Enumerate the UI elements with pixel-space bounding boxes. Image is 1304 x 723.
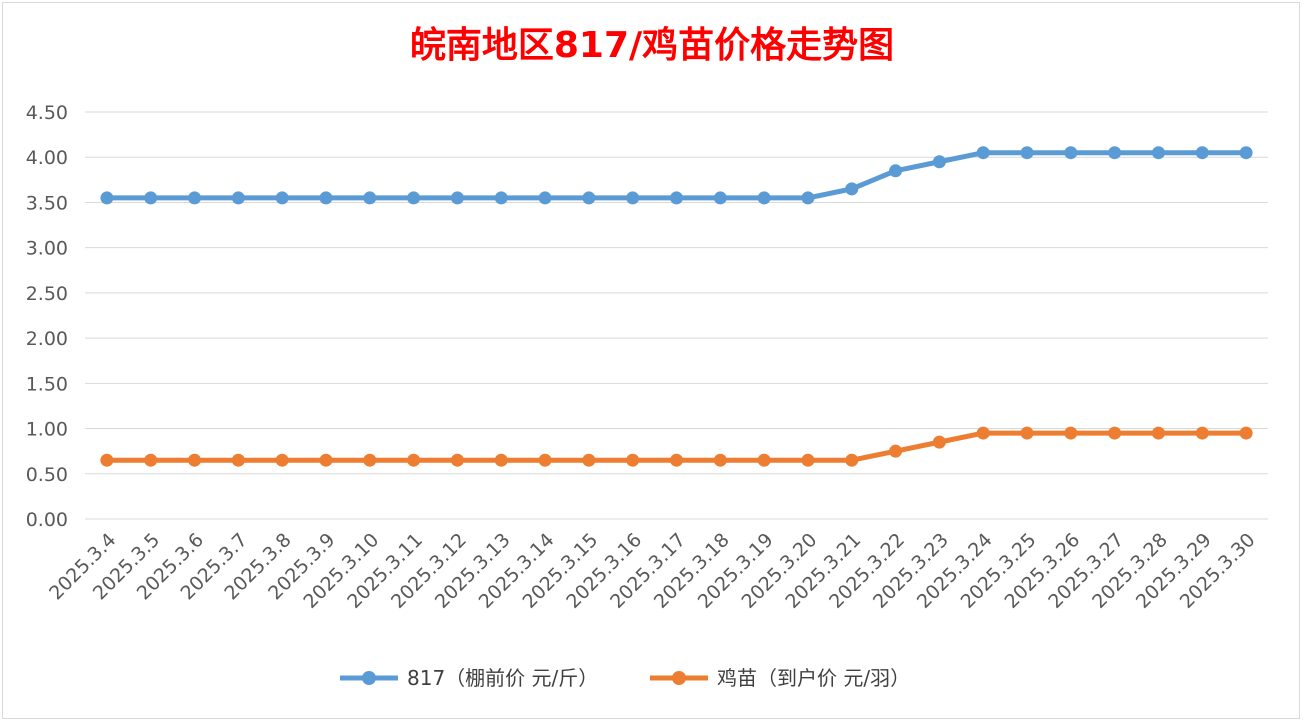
data-point (932, 435, 946, 449)
data-point (538, 191, 552, 205)
data-point (188, 453, 202, 467)
data-point (100, 191, 114, 205)
data-point (1064, 426, 1078, 440)
data-point (757, 453, 771, 467)
data-point (363, 191, 377, 205)
y-tick-label: 1.50 (26, 373, 68, 395)
data-point (1064, 146, 1078, 160)
legend-item-2: 鸡苗（到户价 元/羽） (650, 666, 910, 690)
data-point (670, 191, 683, 205)
data-point (1020, 146, 1034, 160)
data-point (1108, 426, 1122, 440)
y-tick-label: 2.00 (26, 328, 68, 350)
data-point (538, 453, 552, 467)
data-point (1151, 426, 1165, 440)
data-point (1239, 146, 1253, 160)
data-point (450, 453, 464, 467)
x-axis-ticks: 2025.3.42025.3.52025.3.62025.3.72025.3.8… (45, 529, 1260, 613)
data-point (582, 453, 596, 467)
series-1 (100, 146, 1253, 205)
data-point (1151, 146, 1165, 160)
legend-swatch-marker (672, 671, 686, 685)
data-point (319, 191, 333, 205)
data-point (494, 191, 508, 205)
data-point (275, 191, 289, 205)
data-point (450, 191, 464, 205)
data-point (1239, 426, 1253, 440)
data-point (626, 453, 640, 467)
legend-label: 817（棚前价 元/斤） (407, 666, 598, 690)
data-point (889, 164, 903, 178)
data-point (976, 146, 990, 160)
legend-label: 鸡苗（到户价 元/羽） (717, 666, 910, 690)
data-point (144, 191, 158, 205)
data-point (845, 453, 859, 467)
data-point (845, 182, 859, 196)
y-tick-label: 4.00 (26, 147, 68, 169)
data-point (801, 191, 815, 205)
data-point (713, 453, 727, 467)
data-point (363, 453, 377, 467)
y-tick-label: 3.00 (26, 238, 68, 260)
data-point (407, 453, 421, 467)
data-point (713, 191, 727, 205)
series-line (104, 150, 1249, 201)
data-point (1108, 146, 1122, 160)
series-2 (100, 426, 1253, 467)
data-point (582, 191, 596, 205)
data-point (188, 191, 202, 205)
y-tick-label: 0.00 (26, 509, 68, 531)
data-point (976, 426, 990, 440)
data-point (757, 191, 771, 205)
legend-swatch-marker (362, 671, 376, 685)
data-point (1020, 426, 1034, 440)
data-point (932, 155, 946, 169)
data-point (626, 191, 640, 205)
legend: 817（棚前价 元/斤） 鸡苗（到户价 元/羽） (340, 666, 910, 690)
y-axis-ticks: 0.00 0.50 1.00 1.50 2.00 2.50 3.00 3.50 4.00 4.50 (26, 102, 68, 531)
data-point (670, 453, 683, 467)
data-point (144, 453, 158, 467)
y-tick-label: 1.00 (26, 419, 68, 441)
y-tick-label: 4.50 (26, 102, 68, 124)
data-point (319, 453, 333, 467)
data-point (494, 453, 508, 467)
series-lines (100, 146, 1253, 467)
data-point (889, 444, 903, 458)
data-point (1195, 426, 1209, 440)
legend-item-1: 817（棚前价 元/斤） (340, 666, 598, 690)
data-point (1195, 146, 1209, 160)
data-point (275, 453, 289, 467)
data-point (801, 453, 815, 467)
y-tick-label: 0.50 (26, 464, 68, 486)
y-tick-label: 3.50 (26, 192, 68, 214)
data-point (407, 191, 421, 205)
data-point (231, 191, 245, 205)
chart-title: 皖南地区817/鸡苗价格走势图 (409, 25, 895, 66)
data-point (231, 453, 245, 467)
data-point (100, 453, 114, 467)
y-tick-label: 2.50 (26, 283, 68, 305)
